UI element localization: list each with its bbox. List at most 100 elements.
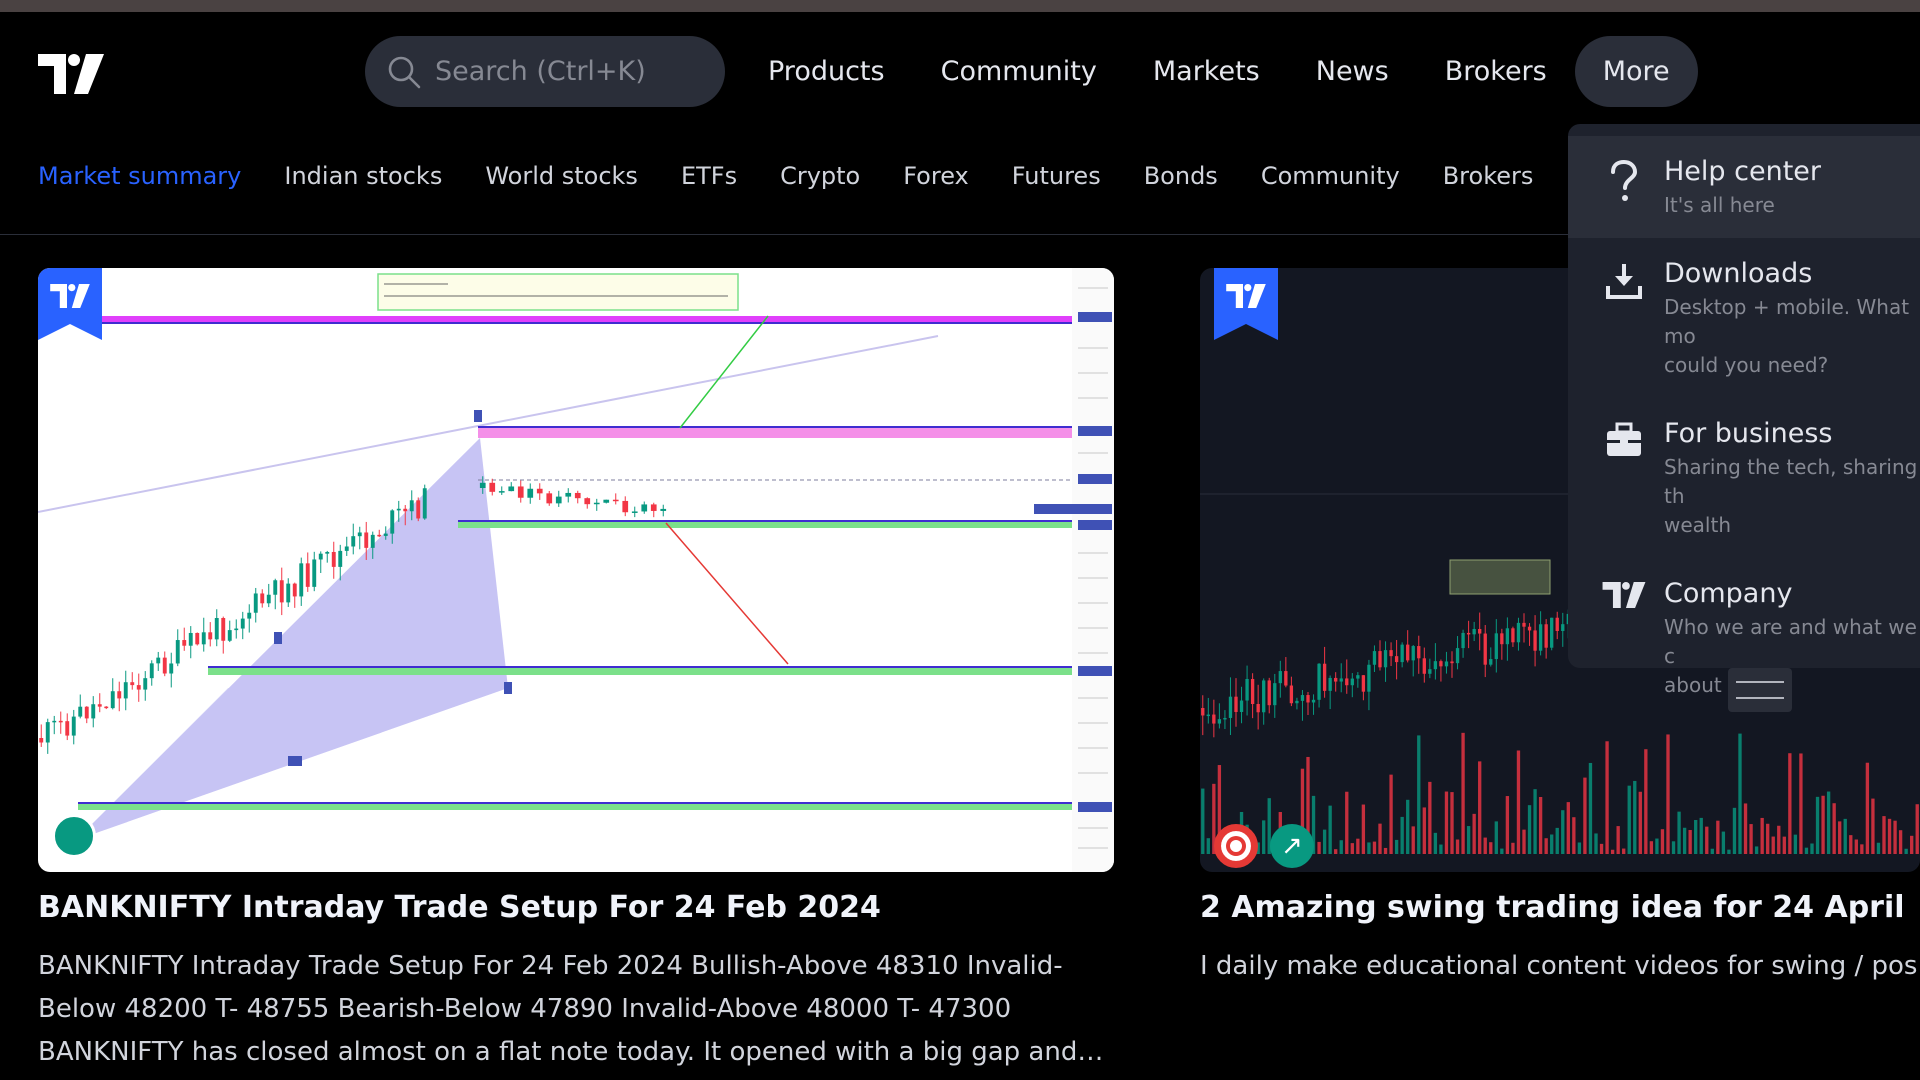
idea-description: I daily make educational content videos … [1200,951,1918,981]
volume-bar [1400,816,1404,854]
volume-bar [1334,849,1338,854]
subnav-market-summary[interactable]: Market summary [38,162,242,190]
volume-bar [1566,802,1570,854]
candle-body [1466,632,1471,635]
candle-body [1284,671,1288,686]
menu-item-for-business[interactable]: For business Sharing the tech, sharing t… [1568,398,1920,558]
volume-bar [1743,803,1748,854]
candle-body [227,630,232,641]
nav-more[interactable]: More [1574,36,1698,107]
volume-bar [1871,798,1875,854]
tradingview-badge [38,268,102,340]
volume-bar [1910,835,1914,854]
volume-bar [1389,774,1393,854]
candle-body [162,657,167,674]
tradingview-logo[interactable] [38,54,104,94]
nav-products[interactable]: Products [768,56,885,87]
volume-bar [1754,846,1759,854]
candle-body [1561,624,1565,631]
nav-community[interactable]: Community [940,56,1097,87]
subnav-world-stocks[interactable]: World stocks [485,162,638,190]
volume-bar [1699,817,1703,854]
volume-bar [1317,841,1321,854]
candle-body [416,500,421,519]
nav-brokers[interactable]: Brokers [1444,56,1547,87]
chart-image [38,268,1114,872]
idea-chart-thumbnail[interactable] [38,268,1114,872]
candle-body [318,553,323,560]
candle-body [622,500,629,513]
volume-bar [1500,848,1504,854]
volume-bar [1267,798,1271,854]
volume-bar [1538,796,1543,854]
page: Search (Ctrl+K) Products Community Marke… [0,12,1920,1080]
candle-body [555,496,562,504]
candle-body [1345,678,1349,686]
subnav-crypto[interactable]: Crypto [780,162,861,190]
idea-title[interactable]: 2 Amazing swing trading idea for 24 Apri… [1200,890,1905,925]
menu-item-company[interactable]: Company Who we are and what we c about [1568,558,1920,718]
volume-bar [1721,831,1726,854]
volume-bar [1439,844,1443,854]
volume-bar [1483,837,1487,854]
volume-bar [1616,826,1620,854]
candle-body [1550,617,1554,648]
candle-body [58,720,63,723]
subnav-brokers[interactable]: Brokers [1442,162,1534,190]
menu-item-downloads[interactable]: Downloads Desktop + mobile. What mo coul… [1568,238,1920,398]
volume-bar [1777,825,1781,854]
candle-body [546,493,553,504]
search-icon [388,56,421,88]
candle-body [65,721,70,736]
candle-body [1206,714,1210,717]
volume-bar [1428,781,1432,854]
candle-body [1262,680,1266,713]
nav-news[interactable]: News [1315,56,1389,87]
volume-bar [1478,761,1482,854]
volume-bar [1882,816,1886,854]
candle-body [357,532,362,537]
subnav-forex[interactable]: Forex [903,162,969,190]
volume-bar [1494,821,1498,854]
volume-bar [1322,829,1327,854]
idea-title[interactable]: BANKNIFTY Intraday Trade Setup For 24 Fe… [38,890,881,925]
volume-bar [1599,843,1604,854]
candle-body [1439,661,1443,667]
candle-body [292,583,297,597]
volume-bar [1583,777,1587,854]
menu-item-label: Help center [1664,156,1822,187]
idea-card[interactable]: BANKNIFTY Intraday Trade Setup For 24 Fe… [38,268,1114,1074]
candle-body [1367,664,1371,692]
volume-bar [1904,848,1908,854]
search-box[interactable]: Search (Ctrl+K) [365,36,725,107]
volume-bar [1860,844,1864,854]
subnav-etfs[interactable]: ETFs [680,162,738,190]
candle-body [517,486,524,498]
candle-body [1394,656,1399,663]
logo-icon [1602,578,1646,700]
candle-body [1250,678,1255,705]
nav-markets[interactable]: Markets [1152,56,1260,87]
volume-bar [1694,820,1698,854]
candle-body [260,593,265,604]
volume-bar [1682,827,1687,854]
volume-bar [1466,826,1471,854]
candle-body [266,594,271,604]
volume-bar [1727,849,1731,854]
volume-bar [1256,842,1260,854]
menu-item-help-center[interactable]: Help center It's all here [1568,136,1920,238]
trend-up-arrow-icon: ↗ [1270,824,1314,868]
volume-bar [1212,783,1216,854]
subnav-bonds[interactable]: Bonds [1143,162,1218,190]
candle-body [71,716,76,736]
volume-bar [1372,841,1377,854]
candle-body [240,618,245,629]
candle-body [312,559,317,587]
subnav-community[interactable]: Community [1260,162,1400,190]
subnav-futures[interactable]: Futures [1011,162,1101,190]
volume-bar [1887,818,1892,854]
subnav-indian-stocks[interactable]: Indian stocks [284,162,443,190]
candle-body [1500,633,1504,645]
volume-bar [1627,785,1631,854]
candle-body [156,657,161,664]
